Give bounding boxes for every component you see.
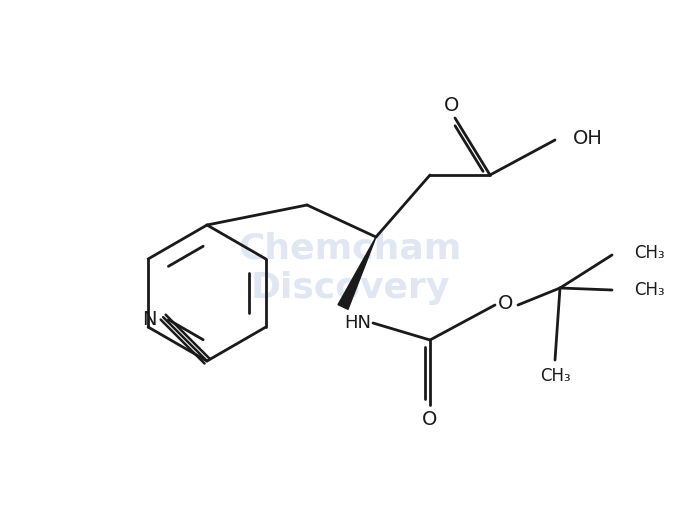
- Text: O: O: [444, 96, 459, 114]
- Text: CH₃: CH₃: [539, 367, 570, 385]
- Text: N: N: [142, 309, 157, 329]
- Text: HN: HN: [345, 314, 372, 332]
- Text: O: O: [422, 410, 438, 428]
- Text: Chemcham
Discovery: Chemcham Discovery: [238, 231, 461, 305]
- Text: CH₃: CH₃: [634, 244, 665, 262]
- Polygon shape: [338, 237, 376, 309]
- Text: OH: OH: [573, 128, 603, 148]
- Text: CH₃: CH₃: [634, 281, 665, 299]
- Text: O: O: [498, 293, 514, 313]
